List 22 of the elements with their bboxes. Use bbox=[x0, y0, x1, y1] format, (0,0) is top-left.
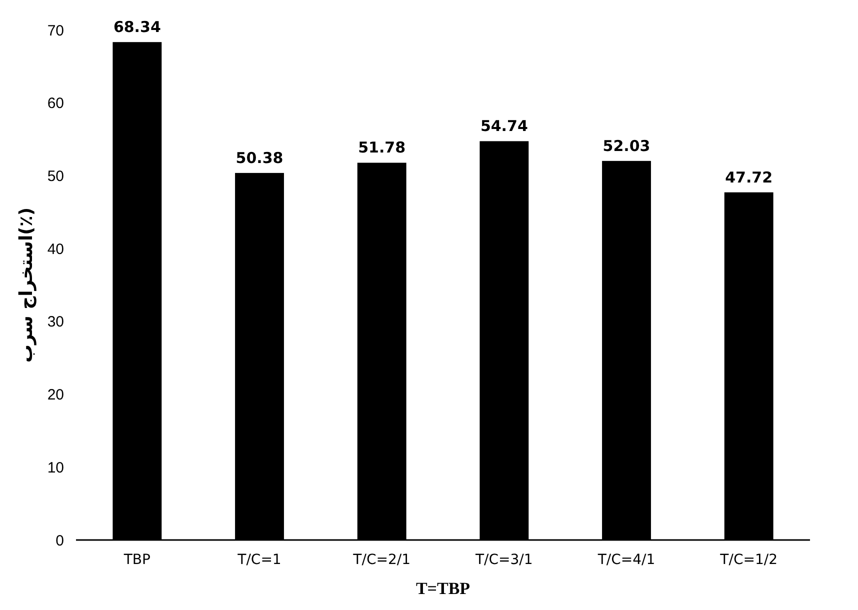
y-tick-label: 30 bbox=[47, 314, 64, 331]
y-tick-label: 60 bbox=[47, 95, 64, 112]
data-label: 68.34 bbox=[113, 18, 161, 36]
x-tick-label: T/C=1/2 bbox=[719, 552, 778, 568]
y-tick-label: 0 bbox=[56, 532, 64, 550]
x-tick-label: TBP bbox=[122, 552, 150, 568]
x-tick-label: T/C=1 bbox=[236, 552, 282, 568]
y-tick-label: 10 bbox=[47, 459, 64, 476]
data-label: 47.72 bbox=[725, 168, 773, 186]
y-axis-title: (٪)استخراج سرب bbox=[16, 207, 37, 363]
x-tick-label: T/C=2/1 bbox=[352, 552, 410, 568]
y-tick-label: 70 bbox=[47, 22, 64, 40]
data-label: 51.78 bbox=[358, 138, 406, 157]
data-label: 52.03 bbox=[602, 136, 650, 155]
data-label: 50.38 bbox=[236, 148, 284, 167]
x-axis-title: T=TBP bbox=[416, 579, 470, 598]
x-tick-label: T/C=4/1 bbox=[596, 552, 656, 568]
x-tick-label: T/C=3/1 bbox=[474, 552, 533, 568]
y-tick-label: 50 bbox=[47, 168, 64, 185]
data-label: 54.74 bbox=[480, 117, 528, 136]
y-tick-label: 20 bbox=[47, 386, 64, 404]
y-tick-label: 40 bbox=[47, 240, 64, 258]
